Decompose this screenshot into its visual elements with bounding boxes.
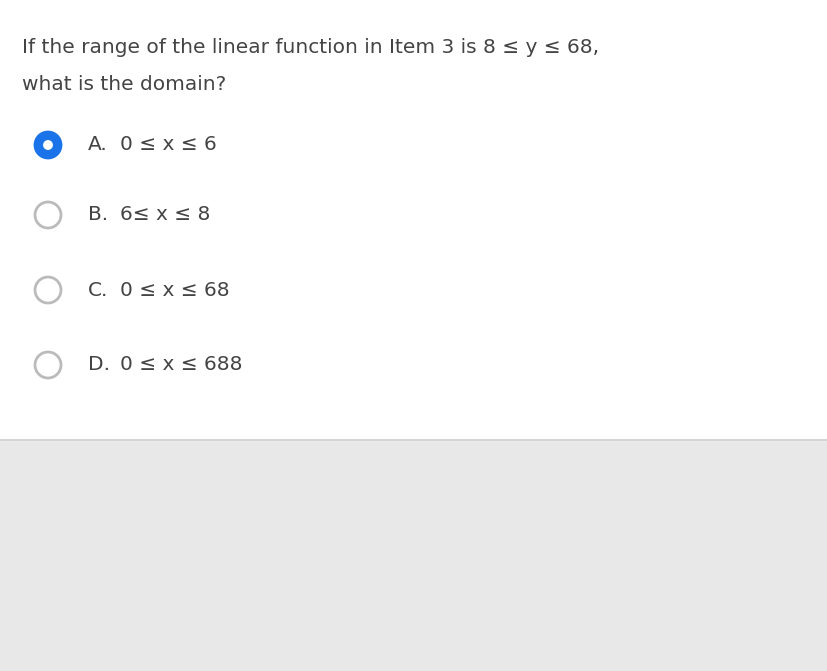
Text: A.: A. — [88, 136, 108, 154]
Text: 0 ≤ x ≤ 68: 0 ≤ x ≤ 68 — [120, 280, 229, 299]
Circle shape — [43, 140, 53, 150]
Text: B.: B. — [88, 205, 108, 225]
Bar — [0, 440, 827, 671]
Bar — [0, 0, 827, 440]
Text: 6≤ x ≤ 8: 6≤ x ≤ 8 — [120, 205, 210, 225]
Text: what is the domain?: what is the domain? — [22, 75, 226, 94]
Text: D.: D. — [88, 356, 110, 374]
Bar — [0, 0, 827, 440]
Text: If the range of the linear function in Item 3 is 8 ≤ y ≤ 68,: If the range of the linear function in I… — [22, 38, 599, 57]
Circle shape — [35, 202, 61, 228]
Text: 0 ≤ x ≤ 6: 0 ≤ x ≤ 6 — [120, 136, 217, 154]
Text: C.: C. — [88, 280, 108, 299]
Text: 0 ≤ x ≤ 688: 0 ≤ x ≤ 688 — [120, 356, 242, 374]
Circle shape — [35, 277, 61, 303]
Circle shape — [35, 352, 61, 378]
Circle shape — [35, 132, 61, 158]
